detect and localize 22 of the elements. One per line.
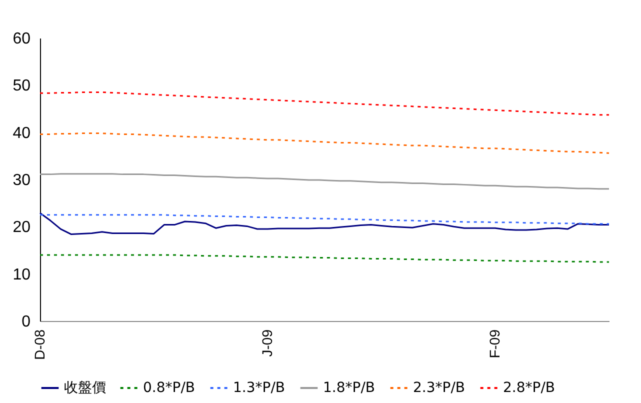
- legend-label: 2.8*P/B: [503, 380, 556, 396]
- y-tick-label: 50: [12, 78, 31, 95]
- line-series: [39, 212, 610, 235]
- legend-label: 2.3*P/B: [413, 380, 466, 396]
- legend-label: 0.8*P/B: [143, 380, 196, 396]
- y-tick-label: 0: [22, 314, 31, 330]
- y-tick-label: 30: [12, 172, 31, 189]
- y-tick-label: 10: [12, 266, 31, 284]
- line-series: [39, 132, 610, 154]
- x-tick-label: F-09: [486, 329, 503, 358]
- line-series: [39, 254, 610, 263]
- x-tick-label: D-08: [32, 329, 48, 360]
- line-series: [39, 214, 610, 225]
- y-tick-label: 60: [12, 30, 31, 48]
- y-tick-label: 20: [12, 219, 31, 236]
- line-series: [39, 91, 610, 116]
- line-series: [39, 173, 610, 190]
- legend-label: 收盤價: [64, 380, 106, 396]
- y-tick-label: 40: [12, 124, 31, 142]
- legend-label: 1.8*P/B: [323, 380, 376, 396]
- legend-label: 1.3*P/B: [233, 380, 286, 396]
- x-tick-label: J-09: [259, 329, 276, 357]
